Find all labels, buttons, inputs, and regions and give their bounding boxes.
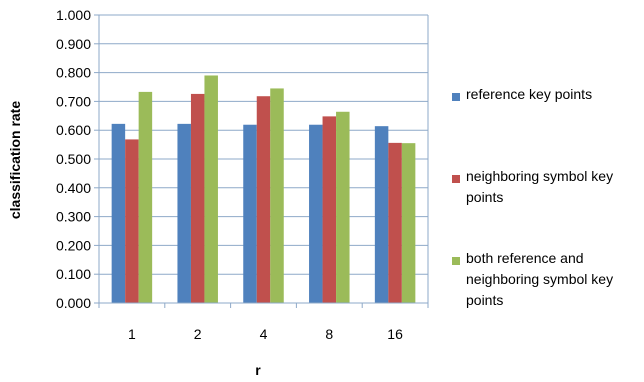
y-tick-labels: 0.000 0.100 0.200 0.300 0.400 0.500 0.600 0.700… bbox=[56, 7, 91, 311]
x-tick-label: 1 bbox=[128, 326, 136, 342]
bar bbox=[270, 88, 284, 303]
bar bbox=[138, 91, 153, 304]
bar bbox=[401, 143, 416, 303]
y-tick-label: 1.000 bbox=[56, 7, 91, 23]
y-axis-title: classification rate bbox=[7, 101, 23, 219]
bar bbox=[256, 96, 271, 303]
bar bbox=[322, 116, 337, 303]
bar bbox=[243, 124, 257, 303]
x-tick-label: 16 bbox=[387, 326, 403, 342]
legend-item-neighboring: neighboring symbol key points bbox=[452, 168, 642, 208]
bar bbox=[177, 123, 191, 303]
y-tick-label: 0.100 bbox=[56, 266, 91, 282]
x-tick-labels: 1 2 4 8 16 bbox=[128, 326, 403, 342]
legend-swatch-green bbox=[452, 257, 460, 265]
legend-swatch-red bbox=[452, 175, 460, 183]
y-tick-label: 0.900 bbox=[56, 36, 91, 52]
bar bbox=[125, 139, 139, 303]
bar bbox=[374, 126, 389, 303]
bar bbox=[190, 93, 205, 303]
x-axis-title: r bbox=[255, 362, 261, 378]
y-tick-label: 0.700 bbox=[56, 93, 91, 109]
x-tick-label: 2 bbox=[194, 326, 202, 342]
legend-swatch-blue bbox=[452, 93, 460, 101]
y-tick-label: 0.500 bbox=[56, 151, 91, 167]
y-tick-label: 0.200 bbox=[56, 237, 91, 253]
y-tick-label: 0.300 bbox=[56, 209, 91, 225]
legend-item-reference: reference key points bbox=[452, 86, 642, 105]
legend-label: both reference and neighboring symbol ke… bbox=[466, 250, 614, 308]
bars bbox=[111, 75, 416, 304]
legend-item-both: both reference and neighboring symbol ke… bbox=[452, 250, 642, 311]
bar bbox=[309, 124, 323, 303]
bar bbox=[388, 142, 402, 303]
y-tick-label: 0.000 bbox=[56, 295, 91, 311]
y-tick-label: 0.400 bbox=[56, 180, 91, 196]
bar bbox=[111, 123, 126, 303]
axes bbox=[94, 14, 429, 308]
bar bbox=[204, 75, 218, 303]
y-tick-label: 0.600 bbox=[56, 122, 91, 138]
legend-label: reference key points bbox=[466, 86, 593, 102]
bar bbox=[336, 111, 350, 303]
legend-label: neighboring symbol key points bbox=[466, 168, 614, 205]
y-tick-label: 0.800 bbox=[56, 65, 91, 81]
x-tick-label: 8 bbox=[325, 326, 333, 342]
x-tick-label: 4 bbox=[260, 326, 268, 342]
